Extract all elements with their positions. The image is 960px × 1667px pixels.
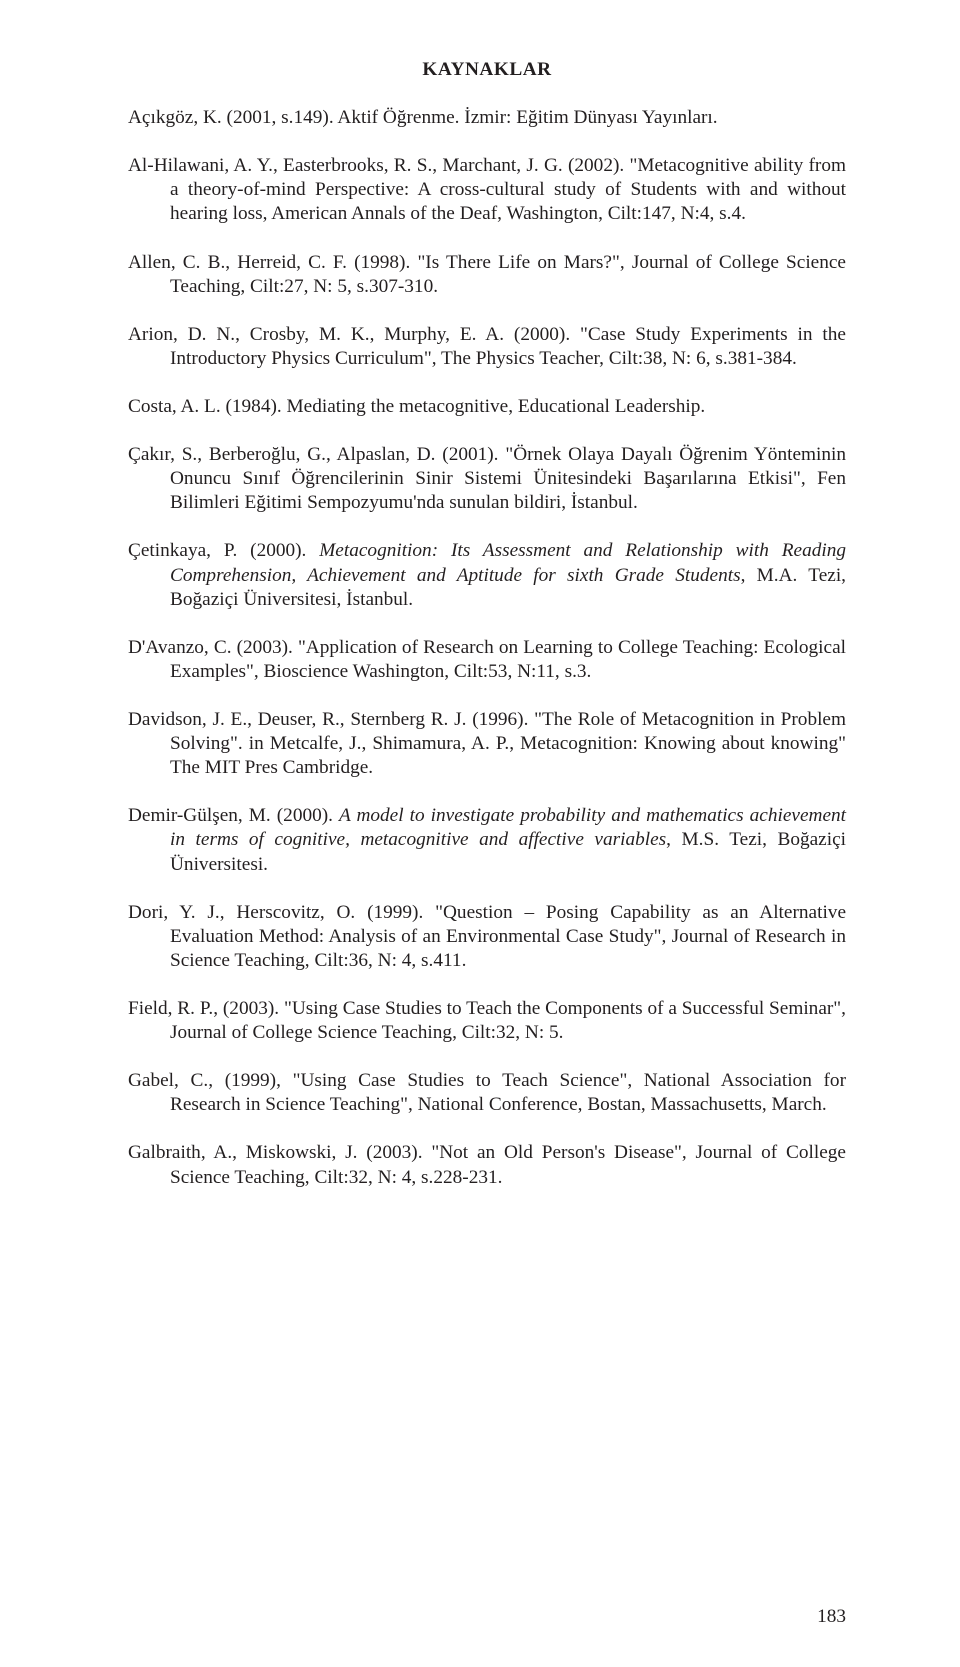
reference-entry: Gabel, C., (1999), "Using Case Studies t… <box>128 1069 846 1117</box>
reference-text: Açıkgöz, K. (2001, s.149). Aktif Öğrenme… <box>128 107 718 128</box>
reference-entry: Açıkgöz, K. (2001, s.149). Aktif Öğrenme… <box>128 106 846 130</box>
reference-text: Allen, C. B., Herreid, C. F. (1998). "Is… <box>128 252 846 297</box>
reference-entry: Al-Hilawani, A. Y., Easterbrooks, R. S.,… <box>128 154 846 226</box>
reference-text: Dori, Y. J., Herscovitz, O. (1999). "Que… <box>128 902 846 971</box>
reference-text: D'Avanzo, C. (2003). "Application of Res… <box>128 637 846 682</box>
reference-text: Costa, A. L. (1984). Mediating the metac… <box>128 396 705 417</box>
page: KAYNAKLAR Açıkgöz, K. (2001, s.149). Akt… <box>0 0 960 1667</box>
reference-entry: Field, R. P., (2003). "Using Case Studie… <box>128 997 846 1045</box>
reference-text: Demir-Gülşen, M. (2000). <box>128 805 339 826</box>
reference-entry: Çakır, S., Berberoğlu, G., Alpaslan, D. … <box>128 443 846 515</box>
reference-text: Çetinkaya, P. (2000). <box>128 540 319 561</box>
reference-entry: Galbraith, A., Miskowski, J. (2003). "No… <box>128 1141 846 1189</box>
reference-entry: Arion, D. N., Crosby, M. K., Murphy, E. … <box>128 323 846 371</box>
reference-entry: Allen, C. B., Herreid, C. F. (1998). "Is… <box>128 251 846 299</box>
reference-text: Çakır, S., Berberoğlu, G., Alpaslan, D. … <box>128 444 846 513</box>
references-heading: KAYNAKLAR <box>128 58 846 82</box>
reference-entry: Dori, Y. J., Herscovitz, O. (1999). "Que… <box>128 901 846 973</box>
reference-text: Galbraith, A., Miskowski, J. (2003). "No… <box>128 1142 846 1187</box>
reference-text: Davidson, J. E., Deuser, R., Sternberg R… <box>128 709 846 778</box>
reference-entry: Davidson, J. E., Deuser, R., Sternberg R… <box>128 708 846 780</box>
reference-entry: D'Avanzo, C. (2003). "Application of Res… <box>128 636 846 684</box>
reference-text: Gabel, C., (1999), "Using Case Studies t… <box>128 1070 846 1115</box>
reference-text: Arion, D. N., Crosby, M. K., Murphy, E. … <box>128 324 846 369</box>
page-number: 183 <box>817 1605 846 1629</box>
reference-text: Al-Hilawani, A. Y., Easterbrooks, R. S.,… <box>128 155 846 224</box>
reference-entry: Costa, A. L. (1984). Mediating the metac… <box>128 395 846 419</box>
reference-entry: Çetinkaya, P. (2000). Metacognition: Its… <box>128 539 846 611</box>
references-list: Açıkgöz, K. (2001, s.149). Aktif Öğrenme… <box>128 106 846 1190</box>
reference-text: Field, R. P., (2003). "Using Case Studie… <box>128 998 846 1043</box>
reference-entry: Demir-Gülşen, M. (2000). A model to inve… <box>128 804 846 876</box>
